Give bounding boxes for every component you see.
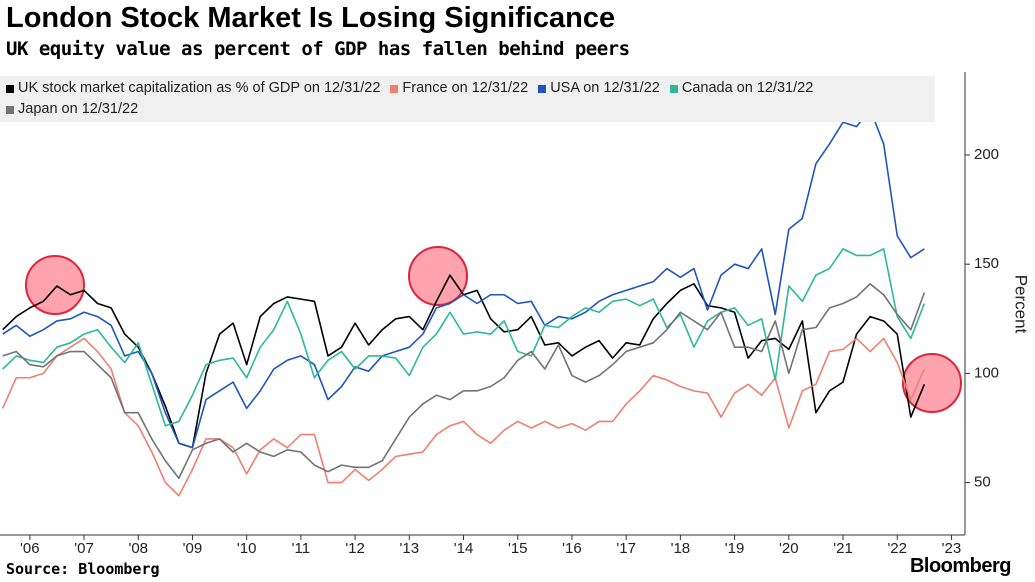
legend-swatch — [538, 84, 547, 93]
x-tick-label: '21 — [833, 540, 853, 557]
legend-item: France on 12/31/22 — [390, 78, 528, 99]
legend-swatch — [390, 84, 399, 93]
legend-swatch — [6, 84, 14, 93]
highlight-circle — [902, 353, 962, 413]
x-tick-label: '20 — [779, 540, 799, 557]
chart-title: London Stock Market Is Losing Significan… — [6, 2, 616, 34]
brand: Bloomberg — [909, 555, 1012, 577]
legend-label: Japan on 12/31/22 — [18, 101, 139, 117]
series-line — [1, 337, 926, 497]
series-line — [2, 283, 926, 480]
legend: UK stock market capitalization as % of G… — [0, 76, 935, 122]
highlight-circle — [25, 255, 85, 315]
x-tick-label: '12 — [345, 540, 365, 557]
legend-label: Canada on 12/31/22 — [681, 80, 814, 96]
y-tick-label: 100 — [974, 364, 999, 381]
x-tick-label: '11 — [292, 540, 310, 557]
x-tick-label: '10 — [237, 540, 257, 557]
y-tick-label: 50 — [974, 474, 991, 491]
x-tick-label: '18 — [671, 540, 691, 557]
legend-label: France on 12/31/22 — [402, 80, 529, 96]
legend-label: UK stock market capitalization as % of G… — [18, 80, 381, 96]
x-tick-label: '14 — [454, 540, 474, 557]
legend-item: USA on 12/31/22 — [538, 78, 660, 99]
x-tick-label: '09 — [183, 540, 203, 557]
series-line — [2, 108, 925, 449]
x-tick-label: '15 — [508, 540, 528, 557]
y-tick-label: 150 — [974, 255, 999, 272]
legend-label: USA on 12/31/22 — [550, 80, 660, 96]
x-tick-label: '08 — [128, 540, 148, 557]
legend-item: UK stock market capitalization as % of G… — [6, 78, 380, 99]
x-tick-label: '19 — [725, 540, 745, 557]
y-axis-label: Percent — [1012, 275, 1031, 334]
x-tick-label: '06 — [20, 540, 40, 557]
x-tick-label: '22 — [887, 540, 907, 557]
x-tick-label: '16 — [562, 540, 582, 557]
y-tick-label: 200 — [974, 146, 999, 163]
legend-swatch — [669, 84, 678, 93]
x-tick-label: '07 — [74, 540, 94, 557]
source: Source: Bloomberg — [6, 560, 160, 578]
legend-item: Canada on 12/31/22 — [669, 78, 814, 99]
x-tick-label: '13 — [400, 540, 420, 557]
chart-subtitle: UK equity value as percent of GDP has fa… — [6, 38, 630, 60]
series-line — [2, 248, 926, 427]
legend-item: Japan on 12/31/22 — [6, 99, 138, 120]
legend-swatch — [6, 105, 14, 114]
highlight-circle — [408, 246, 468, 306]
x-tick-label: '23 — [942, 540, 962, 557]
x-tick-label: '17 — [616, 540, 636, 557]
